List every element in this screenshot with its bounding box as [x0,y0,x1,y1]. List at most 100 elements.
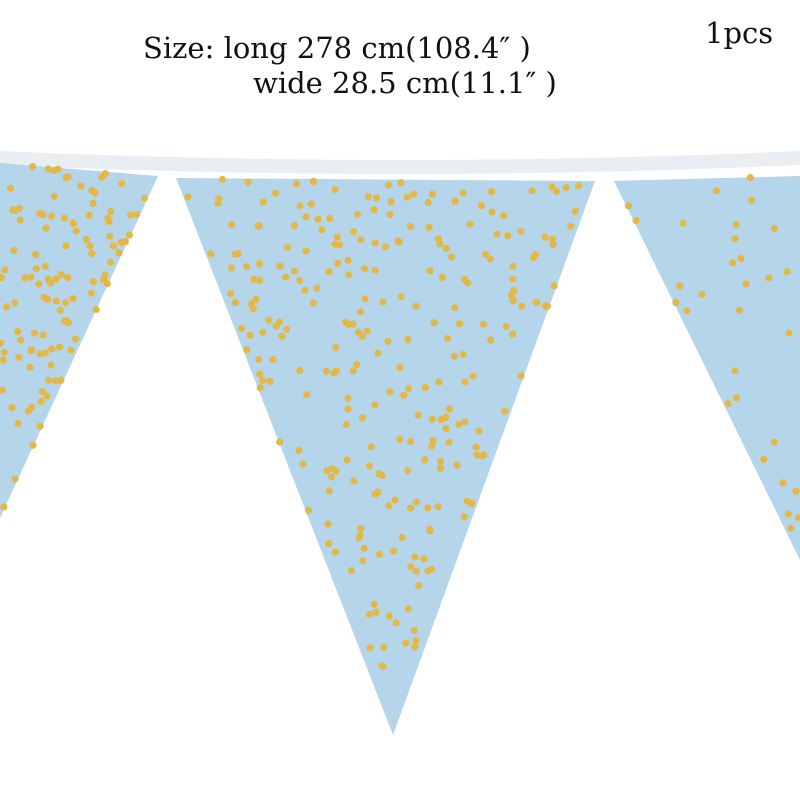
gold-dot [117,238,125,246]
gold-dot [50,166,59,174]
gold-dot [411,643,419,651]
gold-dot [349,367,357,375]
gold-dot [0,503,8,511]
gold-dot [92,305,100,313]
gold-dot [234,249,242,257]
gold-dot [672,298,680,306]
gold-dot [14,327,22,335]
gold-dot [304,506,312,514]
gold-dot [43,392,51,400]
gold-dot [69,295,77,303]
gold-dot [292,180,300,188]
gold-dot [27,273,35,281]
gold-dot [303,391,311,399]
gold-dot [500,212,508,220]
gold-dot [384,337,392,345]
gold-dot [15,353,23,361]
gold-dot [64,319,73,327]
gold-dot [89,199,97,207]
gold-dot [107,207,115,216]
gold-dot [72,227,80,235]
gold-dot [359,557,367,565]
gold-dot [571,207,579,215]
string [0,151,800,174]
gold-dot [350,477,358,485]
gold-dot [30,329,39,337]
gold-dot [44,275,52,283]
gold-dot [438,273,446,282]
gold-dot [552,187,561,195]
gold-dot [266,377,274,385]
gold-dot [370,600,378,608]
gold-dot [309,299,317,307]
gold-dot [425,223,433,231]
gold-dot [244,178,252,186]
gold-dot [333,233,341,241]
gold-dot [406,222,414,230]
gold-dot [282,325,291,333]
gold-dot [256,384,264,392]
gold-dot [16,216,24,224]
gold-dot [475,427,483,435]
gold-dot [67,346,75,354]
gold-dot [421,456,429,464]
gold-dot [434,235,443,243]
gold-dot [56,306,64,314]
gold-dot [412,498,420,506]
gold-dot [259,328,267,336]
gold-dot [361,295,369,303]
gold-dot [386,388,394,396]
gold-dot [451,197,459,205]
gold-dot [259,376,267,384]
gold-dot [252,295,260,303]
gold-dot [473,451,481,459]
gold-dot [259,198,267,206]
gold-dot [26,363,34,372]
gold-dot [407,437,415,446]
gold-dot [327,473,336,481]
gold-dot [31,250,40,259]
gold-dot [795,513,800,522]
gold-dot [295,446,303,454]
gold-dot [507,291,515,299]
gold-dot [307,200,315,208]
gold-dot [29,441,37,449]
gold-dot [246,331,254,339]
gold-dot [459,350,467,359]
gold-dot [532,298,540,306]
gold-dot [207,250,215,258]
gold-dot [325,268,333,276]
gold-dot [302,213,310,221]
gold-dot [62,242,70,250]
gold-dot [550,282,558,290]
gold-dot [456,320,464,328]
gold-dot [541,233,549,241]
gold-dot [459,189,467,197]
gold-dot [679,219,687,227]
gold-dot [16,336,25,344]
gold-dot [283,243,291,251]
gold-dot [747,196,756,204]
gold-dot [442,244,450,252]
gold-dot [50,192,59,201]
gold-dot [712,187,721,195]
gold-dot [509,262,517,271]
gold-dot [302,247,310,255]
gold-dot [477,202,485,210]
gold-dot [410,190,418,198]
gold-dot [255,276,264,284]
gold-dot [271,189,280,197]
gold-dot [0,339,5,347]
gold-dot [276,262,284,270]
gold-dot [106,258,115,266]
gold-dot [334,259,342,267]
width-text: wide 28.5 cm(11.1″ ) [253,66,557,100]
gold-dot [493,230,501,238]
gold-dot [39,331,47,339]
size-text: Size: long 278 cm(108.4″ ) [143,31,531,65]
gold-dot [335,241,344,249]
gold-dot [421,383,429,392]
gold-dot [411,553,419,561]
gold-dot [296,366,304,374]
gold-dot [356,531,364,539]
